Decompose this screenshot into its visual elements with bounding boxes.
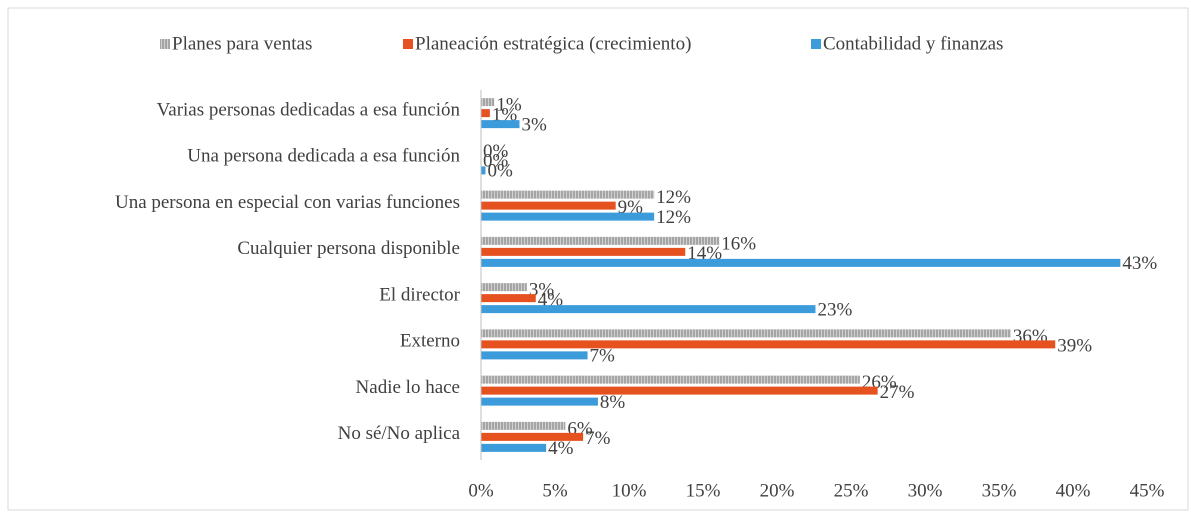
y-tick-label: Varias personas dedicadas a esa función bbox=[157, 99, 461, 120]
legend-swatch bbox=[160, 39, 170, 49]
x-tick-label: 30% bbox=[908, 480, 943, 501]
bar bbox=[481, 247, 686, 256]
bar bbox=[481, 190, 655, 199]
bar bbox=[481, 443, 547, 452]
x-tick-label: 15% bbox=[686, 480, 721, 501]
x-tick-label: 0% bbox=[468, 480, 494, 501]
x-tick-label: 20% bbox=[760, 480, 795, 501]
legend-swatch bbox=[811, 39, 821, 49]
bar bbox=[481, 305, 816, 314]
bar bbox=[481, 120, 520, 129]
bar bbox=[481, 294, 536, 303]
data-label: 39% bbox=[1057, 336, 1092, 357]
data-label: 43% bbox=[1122, 253, 1157, 274]
data-label: 7% bbox=[590, 346, 616, 367]
bar bbox=[481, 375, 860, 384]
y-tick-label: Una persona dedicada a esa función bbox=[187, 146, 460, 167]
bar bbox=[481, 236, 720, 245]
bar bbox=[481, 432, 584, 441]
data-label: 0% bbox=[483, 151, 509, 172]
x-tick-label: 35% bbox=[982, 480, 1017, 501]
x-tick-label: 45% bbox=[1130, 480, 1165, 501]
bar bbox=[481, 283, 527, 292]
bar bbox=[481, 329, 1011, 338]
bar bbox=[481, 212, 655, 221]
y-tick-label: Nadie lo hace bbox=[356, 377, 460, 398]
bar bbox=[481, 386, 878, 395]
bar bbox=[481, 258, 1121, 267]
y-tick-label: No sé/No aplica bbox=[338, 423, 461, 444]
y-tick-label: Cualquier persona disponible bbox=[237, 238, 460, 259]
data-label: 0% bbox=[487, 161, 513, 182]
bar bbox=[481, 340, 1056, 349]
data-label: 7% bbox=[585, 428, 611, 449]
legend-swatch bbox=[403, 39, 413, 49]
bar bbox=[481, 109, 490, 118]
legend-label: Contabilidad y finanzas bbox=[823, 33, 1003, 54]
data-label: 0% bbox=[483, 141, 509, 162]
bar bbox=[481, 421, 566, 430]
legend-label: Planes para ventas bbox=[172, 33, 312, 54]
x-tick-label: 10% bbox=[612, 480, 647, 501]
data-label: 3% bbox=[521, 114, 547, 135]
data-label: 1% bbox=[496, 95, 522, 116]
bar bbox=[481, 397, 598, 406]
x-tick-label: 25% bbox=[834, 480, 869, 501]
data-label: 4% bbox=[548, 438, 574, 459]
bar bbox=[481, 98, 495, 107]
y-tick-label: Una persona en especial con varias funci… bbox=[115, 192, 460, 213]
bar bbox=[481, 201, 616, 210]
data-label: 23% bbox=[817, 299, 852, 320]
x-tick-label: 40% bbox=[1056, 480, 1091, 501]
legend-label: Planeación estratégica (crecimiento) bbox=[415, 33, 691, 54]
bar bbox=[481, 166, 486, 175]
data-label: 12% bbox=[656, 207, 691, 228]
y-tick-label: Externo bbox=[400, 331, 460, 352]
x-tick-label: 5% bbox=[542, 480, 568, 501]
data-label: 16% bbox=[721, 233, 756, 254]
data-label: 8% bbox=[600, 392, 626, 413]
bar bbox=[481, 351, 588, 360]
data-label: 27% bbox=[880, 382, 915, 403]
y-tick-label: El director bbox=[379, 284, 460, 305]
data-label: 12% bbox=[656, 187, 691, 208]
